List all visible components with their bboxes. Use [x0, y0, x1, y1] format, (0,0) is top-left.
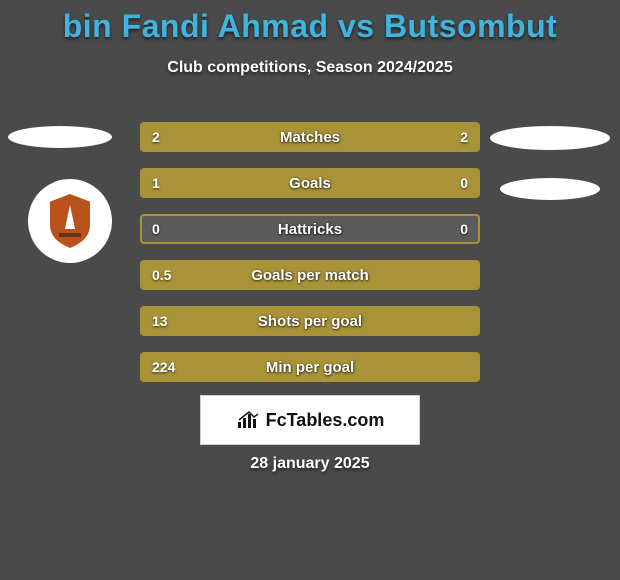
stat-bar-left [142, 308, 478, 334]
brand-text: FcTables.com [266, 410, 385, 431]
stat-bar-right [310, 124, 478, 150]
player-left-ellipse [8, 126, 112, 148]
stat-bar-left [142, 170, 397, 196]
stat-value-right: 0 [450, 216, 478, 242]
player-right-ellipse-1 [490, 126, 610, 150]
stat-row-hattricks: 0 Hattricks 0 [140, 214, 480, 244]
stat-label: Hattricks [142, 216, 478, 242]
stat-row-shots-per-goal: 13 Shots per goal [140, 306, 480, 336]
stats-container: 2 Matches 2 1 Goals 0 0 Hattricks 0 0.5 … [140, 122, 480, 398]
stat-row-goals-per-match: 0.5 Goals per match [140, 260, 480, 290]
player-left-badge [28, 179, 112, 263]
brand-box[interactable]: FcTables.com [200, 395, 420, 445]
stat-row-goals: 1 Goals 0 [140, 168, 480, 198]
stat-bar-right [397, 170, 478, 196]
stat-value-left: 0 [142, 216, 170, 242]
bar-chart-icon [236, 410, 262, 430]
page-subtitle: Club competitions, Season 2024/2025 [0, 59, 620, 77]
stat-row-min-per-goal: 224 Min per goal [140, 352, 480, 382]
stat-bar-left [142, 354, 478, 380]
stat-row-matches: 2 Matches 2 [140, 122, 480, 152]
club-shield-icon [45, 191, 95, 251]
stat-bar-left [142, 262, 478, 288]
page-title: bin Fandi Ahmad vs Butsombut [0, 0, 620, 45]
stat-bar-left [142, 124, 310, 150]
player-right-ellipse-2 [500, 178, 600, 200]
date-label: 28 january 2025 [0, 455, 620, 473]
